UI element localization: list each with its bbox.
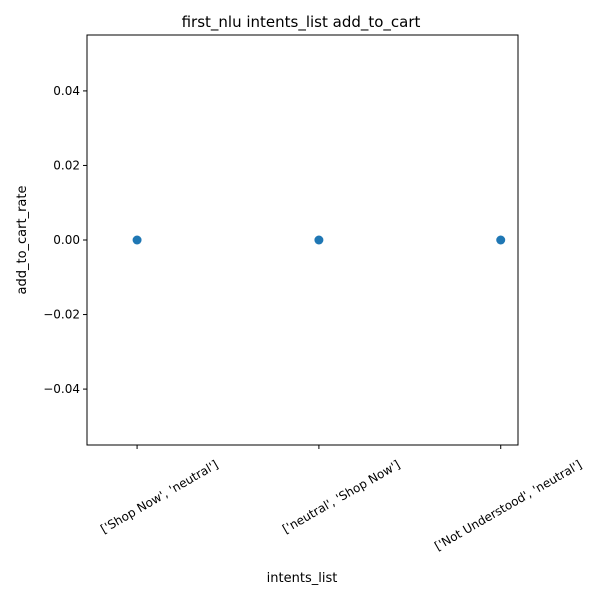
- y-axis-label: add_to_cart_rate: [15, 186, 30, 295]
- x-tick-label: ['neutral', 'Shop Now']: [280, 457, 402, 536]
- data-point: [314, 235, 324, 245]
- x-axis-label: intents_list: [267, 571, 338, 586]
- y-tick-label: 0.04: [53, 84, 80, 98]
- chart-title: first_nlu intents_list add_to_cart: [182, 13, 421, 32]
- y-tick-label: 0.02: [53, 158, 80, 172]
- y-tick-label: 0.00: [53, 233, 80, 247]
- x-tick-label: ['Not Understood', 'neutral']: [432, 457, 584, 553]
- data-point: [496, 235, 506, 245]
- data-point: [132, 235, 142, 245]
- data-points: [132, 235, 506, 245]
- y-tick-label: −0.04: [43, 382, 80, 396]
- plot-area-frame: [86, 34, 519, 446]
- x-tick-label: ['Shop Now', 'neutral']: [98, 457, 220, 536]
- y-tick-label: −0.02: [43, 308, 80, 322]
- y-axis-ticks: −0.04 −0.02 0.00 0.02 0.04: [43, 84, 87, 396]
- x-axis-ticks: ['Shop Now', 'neutral'] ['neutral', 'Shop…: [98, 445, 584, 553]
